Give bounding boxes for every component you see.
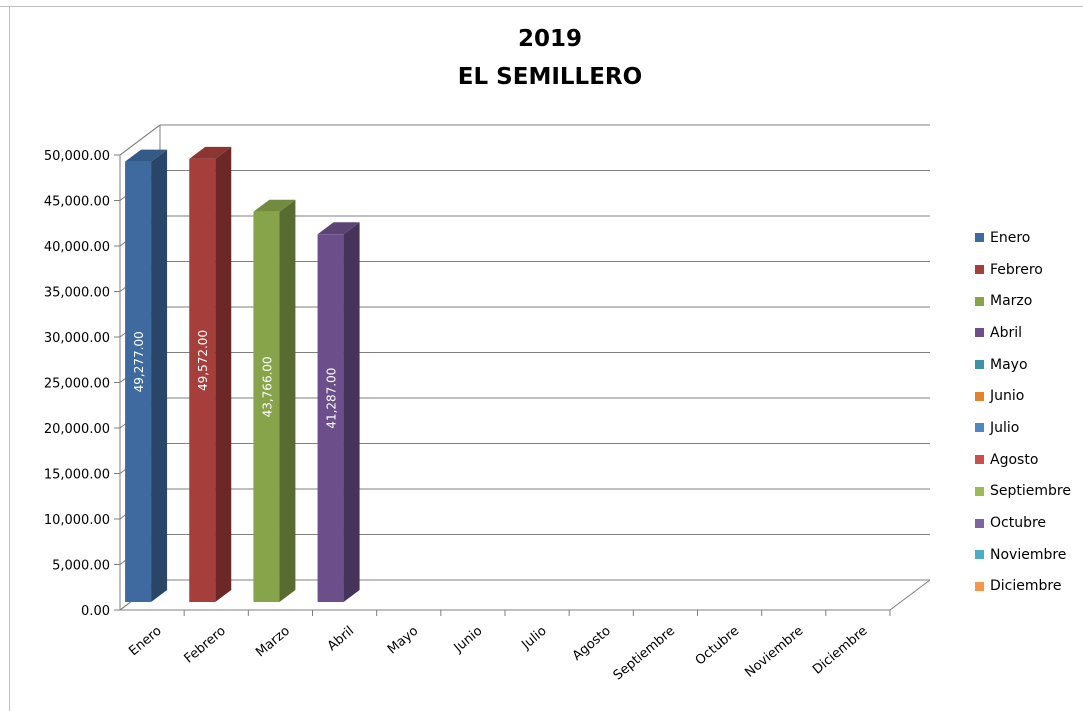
legend-item: Julio [975, 412, 1071, 444]
legend-label: Mayo [990, 356, 1028, 373]
y-tick-label: 30,000.00 [44, 331, 110, 346]
legend-swatch [975, 455, 984, 465]
chart-subtitle: EL SEMILLERO [457, 64, 643, 90]
legend-label: Noviembre [990, 546, 1067, 563]
legend-label: Julio [990, 419, 1020, 436]
bar-front [125, 161, 152, 603]
legend-swatch [975, 518, 984, 528]
legend-item: Noviembre [975, 539, 1071, 571]
bar-side [343, 222, 360, 602]
x-tick-label: Abril [325, 624, 357, 655]
legend-item: Enero [975, 222, 1071, 254]
bar-front [189, 158, 216, 602]
legend-label: Enero [990, 229, 1031, 246]
y-tick-label: 45,000.00 [44, 195, 110, 210]
legend-swatch [975, 360, 984, 370]
legend-item: Marzo [975, 285, 1071, 317]
y-tick-label: 40,000.00 [44, 240, 110, 255]
legend-item: Junio [975, 380, 1071, 412]
legend-label: Junio [990, 388, 1025, 405]
x-tick-label: Octubre [693, 624, 743, 669]
legend-label: Septiembre [990, 483, 1071, 500]
x-tick-label: Noviembre [742, 624, 806, 681]
legend-swatch [975, 550, 984, 560]
y-tick-label: 20,000.00 [44, 422, 110, 437]
x-tick-label: Enero [126, 624, 164, 660]
legend-label: Abril [990, 324, 1022, 341]
legend-swatch [975, 486, 984, 496]
bar-side [215, 146, 232, 602]
x-tick-label: Julio [518, 624, 549, 654]
legend-item: Septiembre [975, 476, 1071, 508]
legend-item: Diciembre [975, 571, 1071, 603]
chart-title: 2019 [517, 26, 582, 52]
bar-side [151, 149, 168, 603]
x-tick-label: Septiembre [611, 624, 678, 684]
legend-item: Mayo [975, 349, 1071, 381]
legend-item: Octubre [975, 507, 1071, 539]
legend-label: Agosto [990, 451, 1039, 468]
legend-item: Abril [975, 317, 1071, 349]
x-tick-label: Febrero [182, 624, 229, 667]
legend-item: Agosto [975, 444, 1071, 476]
bar-front [253, 211, 280, 602]
bar-top [317, 222, 360, 235]
legend-label: Diciembre [990, 578, 1062, 595]
legend-swatch [975, 328, 984, 338]
y-tick-label: 50,000.00 [44, 149, 110, 164]
legend-swatch [975, 265, 984, 275]
legend-swatch [975, 233, 984, 243]
chart-frame-top [0, 6, 1083, 7]
data-label: 49,277.00 [132, 331, 146, 392]
floor-right-line [889, 579, 931, 611]
legend-label: Octubre [990, 515, 1047, 532]
y-tick-label: 35,000.00 [44, 286, 110, 301]
y-tick-label: 0.00 [81, 604, 110, 619]
legend-swatch [975, 391, 984, 401]
legend-swatch [975, 296, 984, 306]
x-tick-label: Junio [451, 624, 486, 657]
y-tick-label: 15,000.00 [44, 468, 110, 483]
legend: Enero Febrero Marzo Abril Mayo Junio Julio Agos… [975, 222, 1071, 602]
x-tick-label: Diciembre [810, 624, 870, 678]
x-tick-label: Mayo [385, 624, 421, 658]
bar-top [253, 199, 296, 212]
x-tick-label: Marzo [253, 624, 293, 661]
data-label: 41,287.00 [325, 368, 339, 429]
gridline-depth [119, 124, 161, 156]
chart-frame-left [9, 6, 10, 711]
x-tick-label: Agosto [570, 624, 614, 664]
y-tick-label: 25,000.00 [44, 377, 110, 392]
bar-front [317, 234, 344, 602]
legend-swatch [975, 423, 984, 433]
data-label: 43,766.00 [260, 356, 274, 417]
legend-label: Marzo [990, 293, 1033, 310]
data-label: 49,572.00 [196, 330, 210, 391]
bar-side [279, 199, 296, 602]
legend-label: Febrero [990, 261, 1043, 278]
bar-top [189, 146, 232, 159]
bar-top [125, 149, 168, 162]
legend-item: Febrero [975, 254, 1071, 286]
legend-swatch [975, 581, 984, 591]
y-tick-label: 5,000.00 [52, 559, 110, 574]
y-tick-label: 10,000.00 [44, 513, 110, 528]
